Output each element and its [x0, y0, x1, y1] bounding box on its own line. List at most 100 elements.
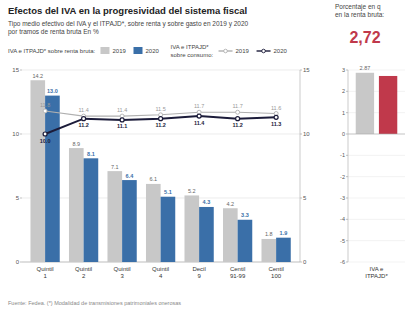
bar-label: 6.4: [126, 173, 135, 179]
grid-line: [348, 70, 405, 71]
bar: [356, 73, 374, 134]
category-label: Quintil3: [114, 266, 131, 279]
category-label: IVA eITPAJD*: [365, 266, 388, 279]
bar: [238, 220, 253, 262]
grid-line: [348, 155, 405, 156]
tick-label: 10: [12, 131, 19, 137]
line-marker: [236, 117, 240, 121]
line-label: 11.2: [232, 122, 242, 128]
bar: [146, 184, 161, 262]
chart-root: Efectos del IVA en la progresividad del …: [0, 0, 413, 311]
legend-label: 2019: [236, 48, 250, 54]
tick-label: 0: [342, 131, 345, 137]
tick-label: 10: [303, 131, 310, 137]
bar: [261, 239, 276, 262]
bar: [161, 197, 176, 262]
text-line: ITPAJD*: [365, 273, 388, 279]
text-line: 3: [120, 273, 124, 279]
tick-mark: [20, 262, 22, 263]
line-label: 11.8: [40, 102, 50, 108]
bar: [45, 96, 60, 262]
line-label: 11.5: [155, 106, 165, 112]
text-line: 1: [43, 273, 47, 279]
zero-line: [348, 134, 405, 135]
tick-label: 0: [16, 259, 20, 265]
category-label: Centil91-99: [230, 266, 246, 279]
legend-label: 2020: [274, 48, 288, 54]
legend-heading: IVA e ITPAJD*sobre consumo:: [171, 44, 214, 58]
line-label: 11.1: [117, 123, 127, 129]
bar-label: 7.1: [111, 164, 119, 170]
line-marker: [82, 117, 86, 121]
line-marker: [43, 109, 47, 113]
legend: IVA e ITPAJD* sobre renta bruta:20192020…: [8, 44, 288, 58]
legend-swatch: [100, 47, 109, 54]
bar-label: 5.2: [188, 188, 196, 194]
bar-label: 3.3: [241, 212, 249, 218]
data-labels: 14.28.97.16.15.24.21.813.08.16.45.14.33.…: [32, 73, 287, 238]
text-line: Quintil: [152, 266, 169, 272]
legend-swatch: [133, 47, 142, 54]
category-label: Decil9: [192, 266, 205, 279]
text-line: 9: [197, 273, 201, 279]
text-line: Quintil: [114, 266, 131, 272]
tick-mark: [20, 134, 22, 135]
subtitle: Tipo medio efectivo del IVA y el ITPAJD*…: [8, 20, 249, 28]
text-line: Decil: [192, 266, 205, 272]
bar: [69, 148, 84, 262]
tick-mark: [20, 198, 22, 199]
legend-swatch: [224, 49, 228, 53]
tick-label: -1: [340, 152, 345, 158]
bar-label: 1.8: [265, 231, 273, 237]
line-marker: [120, 118, 124, 122]
grid-line: [348, 219, 405, 220]
grid-line: [348, 198, 405, 199]
highlight-value: 2,72: [349, 29, 380, 46]
plot-marks: [30, 80, 290, 262]
line-marker: [236, 110, 240, 114]
tick-label: 2: [342, 88, 345, 94]
bar-label: 2.87: [360, 65, 371, 71]
bar: [276, 238, 291, 262]
bar: [122, 180, 137, 262]
tick-label: -3: [340, 195, 345, 201]
grid-line: [348, 176, 405, 177]
text-line: IVA e ITPAJD*: [171, 44, 210, 50]
bar-label: 5.1: [164, 189, 172, 195]
axes: 051015051015Quintil1Quintil2Quintil3Quin…: [12, 67, 310, 279]
category-label: Quintil1: [37, 266, 54, 279]
y2-axis-line: [300, 70, 301, 262]
line-label: 10.0: [40, 138, 51, 144]
bar-label: 4.3: [203, 199, 211, 205]
tick-label: 0: [303, 259, 307, 265]
footer: Fuente: Fedea. (*) Modalidad de transmis…: [8, 300, 181, 306]
bar-label: 14.2: [32, 73, 43, 79]
grid-line: [348, 262, 405, 263]
tick-label: -2: [340, 174, 345, 180]
bar: [184, 195, 199, 262]
legend-label: 2019: [112, 48, 126, 54]
tick-label: 5: [303, 195, 307, 201]
tick-label: 3: [342, 67, 345, 73]
text-line: en la renta bruta:: [335, 11, 384, 18]
category-label: Quintil2: [75, 266, 92, 279]
y-axis-line: [348, 70, 349, 262]
tick-mark: [20, 70, 22, 71]
title: Efectos del IVA en la progresividad del …: [8, 5, 247, 16]
line-label: 11.3: [271, 121, 281, 127]
legend-swatch: [262, 49, 266, 53]
tick-label: 15: [12, 67, 19, 73]
line-marker: [43, 132, 47, 136]
line-label: 11.2: [155, 122, 165, 128]
tick-label: 1: [342, 110, 345, 116]
text-line: Centil: [268, 266, 283, 272]
panel-axes: -6-5-4-3-2-10123IVA eITPAJD*: [340, 67, 405, 279]
bar-label: 1.9: [280, 230, 288, 236]
tick-label: -4: [340, 216, 345, 222]
line-label: 11.6: [271, 105, 281, 111]
text-line: 100: [271, 273, 282, 279]
text-line: 91-99: [230, 273, 246, 279]
line-label: 11.4: [117, 107, 127, 113]
bar: [199, 207, 214, 262]
bar-label: 13.0: [47, 88, 58, 94]
